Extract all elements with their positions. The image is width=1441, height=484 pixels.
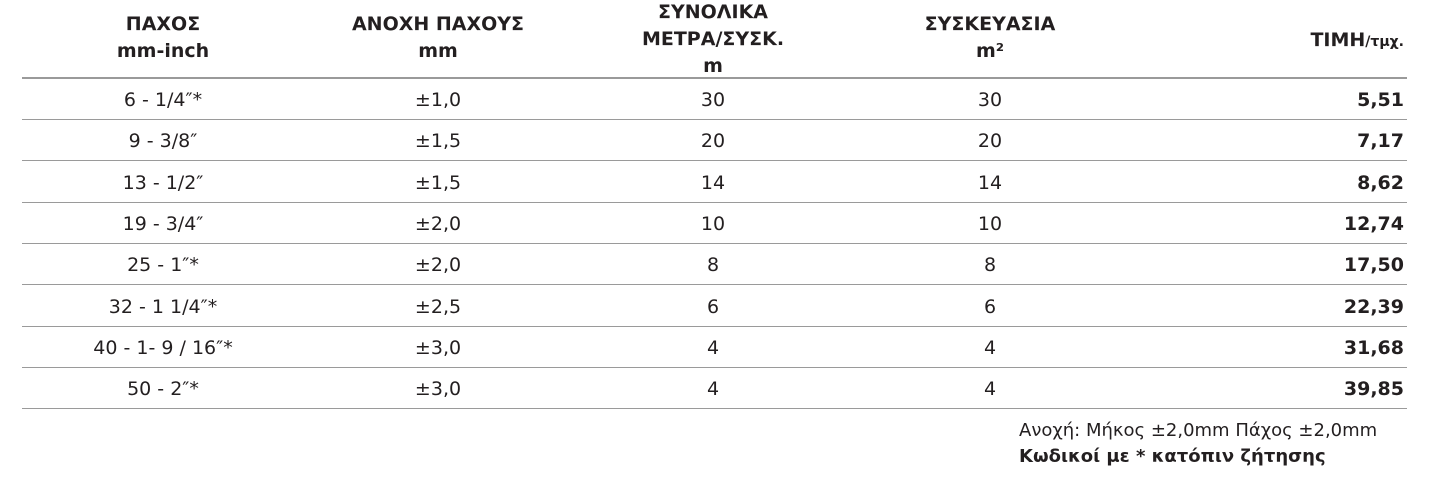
header-cell: ΜΕΤΡΑ/ΣΥΣΚ. (641, 28, 785, 50)
price-cell: 17,50 (1343, 254, 1404, 277)
table-cell: ±2,5 (414, 295, 462, 318)
table-cell: ±1,5 (414, 130, 462, 153)
header-cell: m (703, 55, 723, 77)
row-rule (22, 284, 1407, 286)
table-cell: 40 - 1- 9 / 16″* (93, 336, 233, 359)
table-cell: 20 (977, 130, 1003, 153)
table-cell: 13 - 1/2″ (122, 171, 204, 194)
table-cell: 6 - 1/4″* (123, 89, 203, 111)
row-rule (22, 242, 1407, 244)
table-cell: 20 (700, 130, 726, 153)
price-cell: 5,51 (1357, 89, 1404, 111)
table-cell: 6 (706, 295, 720, 318)
table-cell: 14 (700, 171, 726, 194)
table-cell: 4 (706, 336, 720, 359)
price-cell: 8,62 (1357, 171, 1404, 194)
row-rule (22, 366, 1407, 368)
table-cell: 4 (983, 378, 997, 401)
header-cell: m² (975, 40, 1005, 62)
table-cell: ±3,0 (414, 336, 462, 359)
table-cell: 30 (977, 89, 1003, 111)
row-rule (22, 201, 1407, 203)
table-cell: 8 (983, 254, 997, 277)
table-cell: ±3,0 (414, 378, 462, 401)
table-cell: 6 (983, 295, 997, 318)
table-cell: 8 (706, 254, 720, 277)
header-cell: ΣΥΝΟΛΙΚΑ (658, 1, 768, 23)
header-cell: ΑΝΟΧΗ ΠΑΧΟΥΣ (351, 13, 525, 35)
row-rule (22, 119, 1407, 120)
tolerance-note: Ανοχή: Μήκος ±2,0mm Πάχος ±2,0mm (1019, 420, 1378, 441)
table-cell: 32 - 1 1/4″* (108, 295, 218, 318)
header-cell: ΣΥΣΚΕΥΑΣΙΑ (924, 13, 1056, 35)
on-request-note: Κωδικοί με * κατόπιν ζήτησης (1019, 446, 1326, 467)
price-cell: 31,68 (1343, 336, 1404, 359)
table-cell: 25 - 1″* (127, 254, 199, 277)
table-cell: 9 - 3/8″ (128, 130, 198, 153)
table-cell: ±2,0 (414, 212, 462, 235)
row-rule (22, 408, 1407, 410)
header-cell: mm-inch (116, 40, 210, 62)
table-cell: 4 (706, 378, 720, 401)
table-cell: 50 - 2″* (127, 378, 199, 401)
table-cell: 14 (977, 171, 1003, 194)
table-cell: 10 (700, 212, 726, 235)
price-cell: 7,17 (1357, 130, 1404, 153)
table-cell: ±1,5 (414, 171, 462, 194)
row-rule (22, 325, 1407, 327)
header-cell: mm (418, 40, 458, 62)
table-cell: 4 (983, 336, 997, 359)
table-cell: 30 (700, 89, 726, 111)
row-rule (22, 160, 1407, 162)
table-cell: ±1,0 (414, 89, 462, 111)
table-cell: 10 (977, 212, 1003, 235)
table-cell: 19 - 3/4″ (122, 212, 204, 235)
price-cell: 12,74 (1343, 212, 1404, 235)
header-rule (22, 77, 1407, 79)
price-cell: 22,39 (1343, 295, 1404, 318)
table-cell: ±2,0 (414, 254, 462, 277)
price-cell: 39,85 (1343, 378, 1404, 401)
header-suffix: /τμχ. (1365, 34, 1404, 50)
header-cell: ΠΑΧΟΣ (125, 13, 201, 35)
header-cell: ΤΙΜΗ/τμχ. (1310, 29, 1404, 51)
